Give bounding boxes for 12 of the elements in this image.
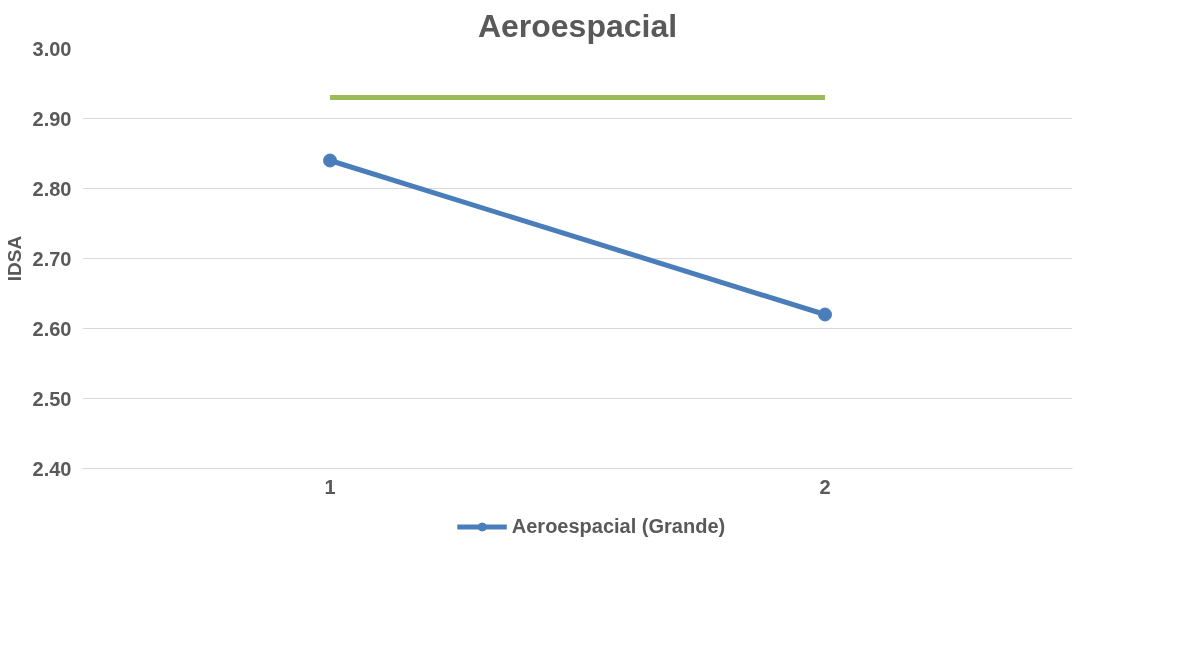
x-tick-label: 1 [324, 475, 336, 498]
y-tick-label: 3.00 [32, 37, 72, 60]
y-tick-label: 2.60 [32, 317, 72, 340]
chart-title: Aeroespacial [477, 7, 678, 44]
y-tick-label: 2.80 [32, 177, 72, 200]
y-tick-label: 2.90 [32, 107, 72, 130]
y-tick-label: 2.40 [32, 457, 72, 480]
legend-label: Aeroespacial (Grande) [511, 514, 726, 538]
y-tick-label: 2.50 [32, 387, 72, 410]
y-tick-label: 2.70 [32, 247, 72, 270]
y-axis-title: IDSA [3, 235, 25, 282]
x-tick-label: 2 [819, 475, 831, 498]
